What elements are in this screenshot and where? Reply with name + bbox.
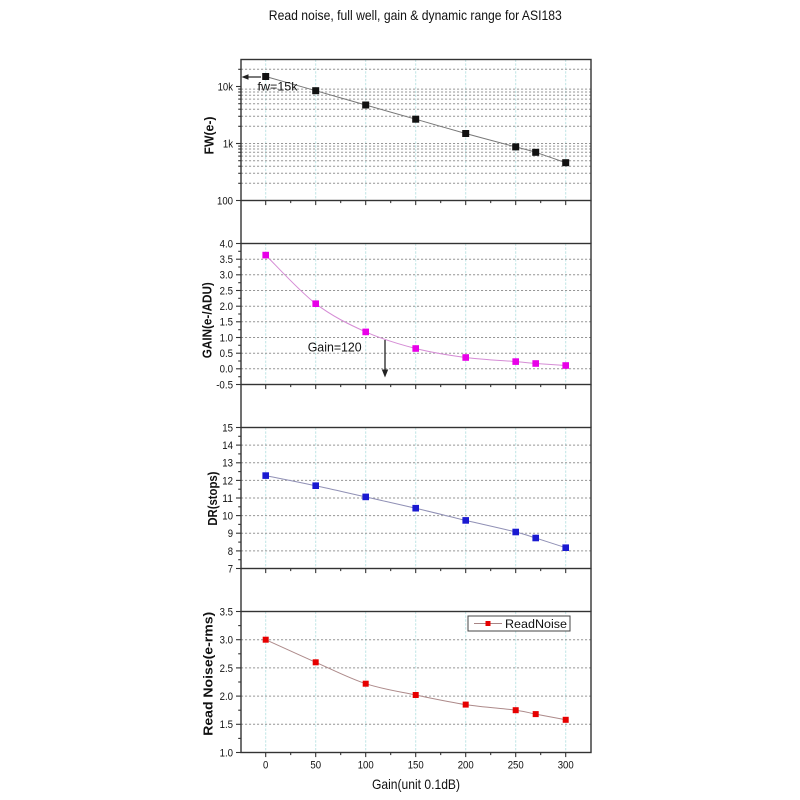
svg-text:12: 12 [222, 475, 233, 487]
svg-text:FW(e-): FW(e-) [202, 117, 217, 155]
svg-text:8: 8 [228, 546, 233, 558]
svg-text:13: 13 [222, 458, 233, 470]
svg-text:1.0: 1.0 [220, 747, 233, 759]
svg-text:14: 14 [222, 440, 233, 452]
svg-text:9: 9 [228, 528, 233, 540]
svg-text:250: 250 [508, 759, 524, 771]
svg-text:-0.5: -0.5 [216, 379, 233, 391]
svg-text:2.0: 2.0 [220, 691, 233, 703]
svg-text:1.0: 1.0 [220, 332, 233, 344]
svg-text:0.0: 0.0 [220, 364, 233, 376]
svg-text:10k: 10k [218, 81, 234, 93]
svg-text:1k: 1k [223, 138, 234, 150]
svg-text:2.5: 2.5 [220, 663, 233, 675]
svg-text:DR(stops): DR(stops) [205, 472, 220, 526]
svg-text:15: 15 [222, 422, 233, 434]
svg-text:7: 7 [228, 563, 233, 575]
svg-text:GAIN(e-/ADU): GAIN(e-/ADU) [200, 282, 215, 358]
svg-text:1.5: 1.5 [220, 719, 233, 731]
svg-text:3.5: 3.5 [220, 254, 233, 266]
svg-text:0.5: 0.5 [220, 348, 233, 360]
svg-text:3.0: 3.0 [220, 635, 233, 647]
svg-text:3.0: 3.0 [220, 270, 233, 282]
svg-text:3.5: 3.5 [220, 606, 233, 618]
svg-text:0: 0 [263, 759, 268, 771]
svg-text:2.0: 2.0 [220, 301, 233, 313]
svg-text:Read Noise(e-rms): Read Noise(e-rms) [201, 612, 216, 736]
svg-text:fw=15k: fw=15k [258, 80, 299, 94]
svg-text:100: 100 [358, 759, 374, 771]
svg-text:11: 11 [222, 493, 233, 505]
svg-text:4.0: 4.0 [220, 238, 233, 250]
svg-text:200: 200 [458, 759, 474, 771]
svg-text:Gain=120: Gain=120 [308, 339, 362, 354]
svg-text:ReadNoise: ReadNoise [505, 617, 567, 631]
svg-text:150: 150 [408, 759, 424, 771]
svg-text:10: 10 [222, 511, 233, 523]
svg-text:50: 50 [310, 759, 321, 771]
svg-text:1.5: 1.5 [220, 317, 233, 329]
svg-text:100: 100 [217, 195, 233, 207]
svg-text:Read noise, full well, gain &: Read noise, full well, gain & dynamic ra… [269, 8, 562, 23]
svg-text:Gain(unit 0.1dB): Gain(unit 0.1dB) [372, 777, 460, 792]
svg-text:300: 300 [558, 759, 574, 771]
svg-text:2.5: 2.5 [220, 285, 233, 297]
